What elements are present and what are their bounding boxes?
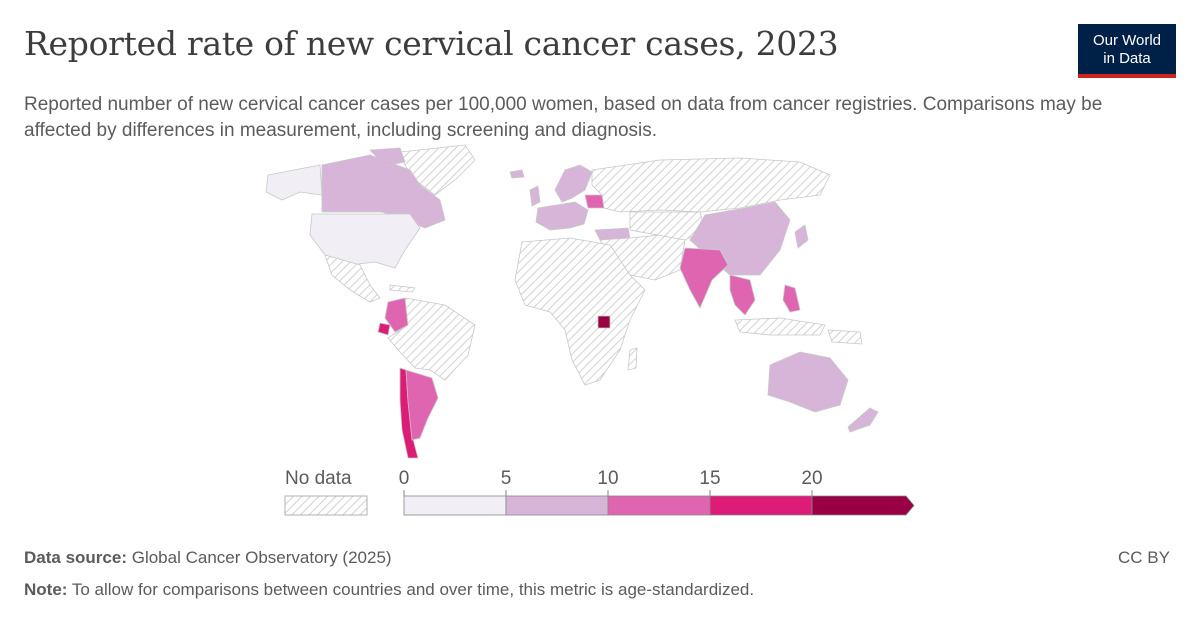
region-mexico[interactable] bbox=[324, 254, 381, 303]
region-madagascar[interactable] bbox=[627, 347, 638, 371]
region-argentina[interactable] bbox=[405, 369, 439, 441]
legend-no-data-label: No data bbox=[285, 468, 352, 489]
region-japan[interactable] bbox=[794, 224, 809, 249]
legend-bin-0[interactable] bbox=[403, 495, 507, 516]
chart-subtitle: Reported number of new cervical cancer c… bbox=[24, 94, 1103, 141]
legend-bin-1[interactable] bbox=[505, 495, 609, 516]
region-se-asia[interactable] bbox=[729, 274, 756, 316]
legend-tick-label-3: 15 bbox=[699, 468, 720, 489]
region-africa[interactable] bbox=[514, 237, 646, 386]
region-scandinavia[interactable] bbox=[554, 164, 593, 203]
legend-no-data-swatch[interactable] bbox=[284, 495, 368, 516]
region-canada[interactable] bbox=[321, 154, 446, 229]
region-ecuador[interactable] bbox=[377, 322, 391, 336]
region-philippines[interactable] bbox=[782, 284, 801, 313]
legend-bin-4[interactable] bbox=[811, 495, 915, 516]
region-uk[interactable] bbox=[529, 185, 541, 207]
note-label: Note: bbox=[24, 580, 68, 599]
region-new-zealand[interactable] bbox=[847, 407, 879, 433]
legend-tick-label-4: 20 bbox=[801, 468, 822, 489]
region-arctic-islands[interactable] bbox=[369, 147, 406, 167]
legend-tick-label-2: 10 bbox=[597, 468, 618, 489]
region-iceland[interactable] bbox=[509, 169, 525, 179]
logo-line-1: Our World bbox=[1092, 32, 1162, 49]
region-india[interactable] bbox=[679, 247, 729, 309]
region-south-america[interactable] bbox=[387, 297, 476, 381]
note-text: To allow for comparisons between countri… bbox=[71, 580, 755, 599]
region-australia[interactable] bbox=[767, 351, 849, 413]
legend-tick-label-0: 0 bbox=[399, 468, 410, 489]
region-caribbean[interactable] bbox=[389, 284, 416, 293]
legend-bin-3[interactable] bbox=[709, 495, 813, 516]
region-alaska[interactable] bbox=[265, 164, 323, 201]
owid-logo[interactable]: Our World in Data bbox=[1078, 24, 1176, 78]
logo-line-2: in Data bbox=[1103, 50, 1151, 67]
region-colombia[interactable] bbox=[384, 297, 409, 333]
legend-bin-2[interactable] bbox=[607, 495, 711, 516]
data-source-text[interactable]: Global Cancer Observatory (2025) bbox=[131, 548, 392, 567]
license-text[interactable]: CC BY bbox=[1118, 548, 1170, 567]
region-uganda[interactable] bbox=[597, 315, 611, 329]
world-map bbox=[265, 144, 879, 459]
note: Note: To allow for comparisons between c… bbox=[24, 580, 754, 600]
region-usa[interactable] bbox=[309, 213, 421, 269]
chart-title: Reported rate of new cervical cancer cas… bbox=[24, 24, 839, 63]
region-russia[interactable] bbox=[591, 157, 831, 213]
data-source-label: Data source: bbox=[24, 548, 127, 567]
region-western-europe[interactable] bbox=[535, 201, 589, 231]
region-papua[interactable] bbox=[827, 329, 863, 345]
region-indonesia[interactable] bbox=[734, 317, 826, 336]
data-source: Data source: Global Cancer Observatory (… bbox=[24, 548, 392, 568]
legend-tick-label-1: 5 bbox=[501, 468, 512, 489]
